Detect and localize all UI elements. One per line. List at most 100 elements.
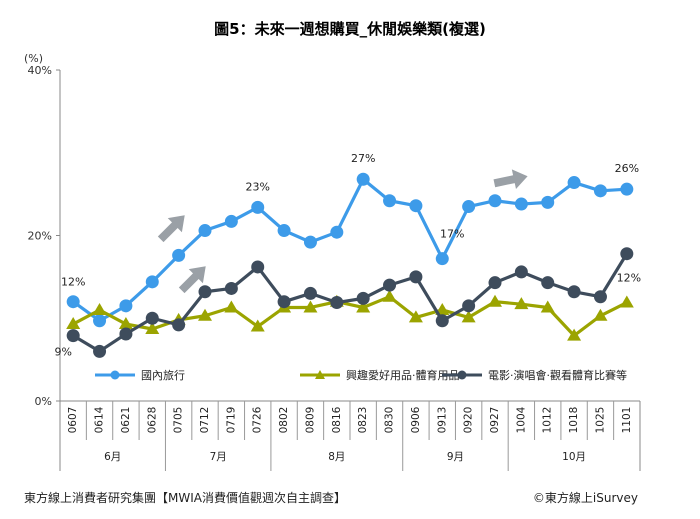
arrow-shape [493,169,528,189]
data-point [435,252,449,266]
data-point [435,314,449,328]
plot-axes: 0% 20% 40% [28,64,61,408]
copyright-note: ©東方線上iSurvey [533,490,638,505]
month-label: 7月 [210,451,227,463]
data-point [93,314,107,328]
data-label: 12% [61,276,85,289]
y-tick-label: 40% [28,64,52,77]
data-point [488,294,502,307]
x-tick-label: 1101 [621,407,633,434]
data-point [409,199,423,213]
data-point [198,224,212,238]
data-point [92,302,107,315]
data-point [514,265,528,279]
data-point [409,270,423,284]
data-point [119,327,133,341]
data-point [541,276,555,290]
data-label: 9% [54,346,71,359]
data-point [619,295,634,308]
legend-marker [315,370,325,379]
legend-label: 興趣愛好用品‧體育用品 [346,368,460,382]
data-point [488,276,502,290]
data-label: 23% [246,180,270,193]
data-point [567,285,581,299]
data-point [66,295,80,309]
arrow-shape [157,215,185,243]
x-tick-label: 0726 [252,406,264,433]
data-point [593,184,607,198]
x-tick-label: 0823 [357,407,369,434]
data-point [383,278,397,292]
data-point [145,322,160,335]
x-tick-label: 0802 [278,407,290,434]
x-tick-label: 0628 [146,407,158,434]
data-label: 12% [617,272,641,285]
x-tick-label: 0816 [331,406,343,433]
data-point [224,300,239,313]
x-tick-label: 0927 [489,407,501,434]
x-tick-label: 0621 [120,407,132,434]
data-point [172,248,186,262]
data-point [593,308,608,321]
data-point [462,299,476,313]
data-point [356,300,371,313]
month-label: 6月 [104,451,121,463]
legend: 國內旅行 興趣愛好用品‧體育用品 電影‧演唱會‧觀看體育比賽等 [95,368,627,382]
x-tick-label: 0719 [225,407,237,434]
x-tick-label: 0705 [173,407,185,434]
data-label: 26% [615,162,639,175]
data-point [461,310,476,323]
x-tick-label: 0913 [436,407,448,434]
data-point [514,297,529,310]
data-point [303,286,317,300]
legend-label: 電影‧演唱會‧觀看體育比賽等 [488,368,627,382]
data-point [277,295,291,309]
data-point [408,310,423,323]
data-point [119,299,133,313]
x-tick-label: 0809 [304,407,316,434]
x-tick-label: 0920 [463,407,475,434]
data-point [145,275,159,289]
data-label: 17% [440,228,464,241]
legend-label: 國內旅行 [141,368,185,382]
data-point [541,195,555,209]
month-label: 10月 [562,451,586,463]
data-point [145,311,159,325]
arrow-icon [157,215,185,243]
data-point [330,296,344,310]
x-tick-label: 0614 [94,406,106,433]
x-tick-label: 1025 [594,407,606,434]
series-layer [66,172,634,358]
data-point [251,200,265,214]
data-point [172,318,186,332]
trend-arrows [157,169,528,294]
data-point [488,194,502,208]
data-point [567,176,581,190]
month-label: 8月 [328,451,345,463]
month-label: 9月 [447,451,464,463]
series-line [72,177,627,323]
data-point [593,290,607,304]
data-point [620,182,634,196]
series-line [72,252,629,353]
data-point [303,235,317,249]
arrow-icon [493,169,528,189]
x-axis: 0607 0614 0621 0628 0705 0712 0719 0726 0802 0809… [59,400,641,471]
data-label: 27% [351,152,375,165]
data-point [356,172,370,186]
data-point [383,194,397,208]
data-point [277,224,291,238]
data-point [303,300,318,313]
x-tick-label: 1004 [515,406,527,433]
data-point [620,247,634,261]
data-point [118,317,133,330]
data-point [382,289,397,302]
x-tick-label: 0830 [384,407,396,434]
x-tick-label: 1018 [568,407,580,434]
data-point [198,308,212,321]
data-point [540,300,555,313]
chart-title: 圖5：未來一週想購買_休閒娛樂類(複選) [214,20,486,38]
data-point [224,214,238,228]
data-point [251,260,265,274]
x-tick-label: 0607 [67,407,79,434]
